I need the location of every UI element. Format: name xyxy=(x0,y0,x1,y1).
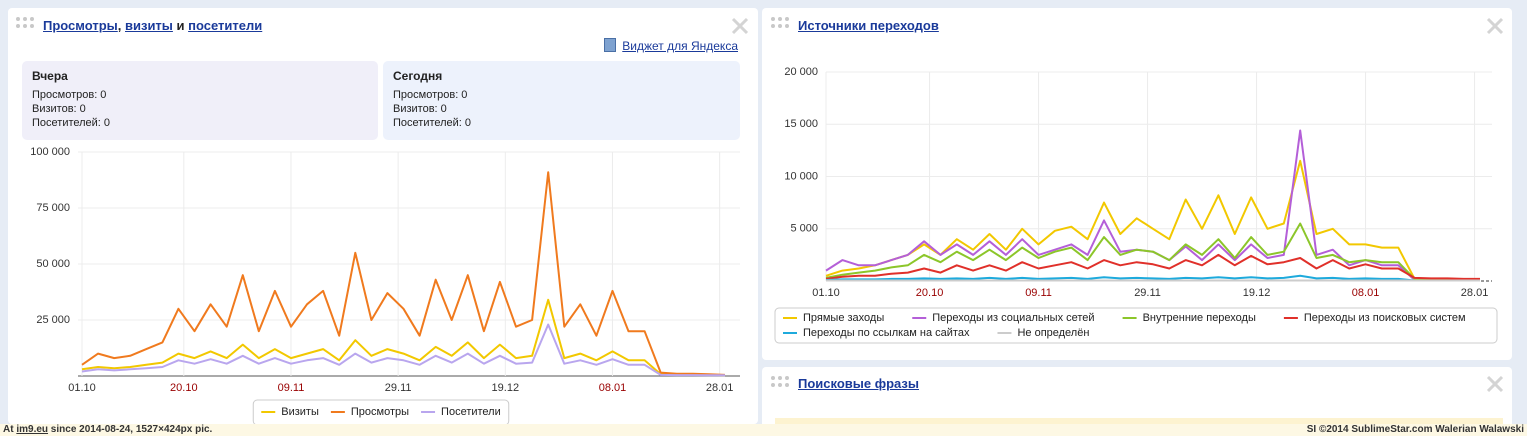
summary-line: Просмотров: 0 xyxy=(32,89,107,101)
title-link[interactable]: Просмотры xyxy=(43,18,118,33)
title-text: и xyxy=(172,18,189,33)
title-link[interactable]: визиты xyxy=(125,18,173,33)
summary-heading: Сегодня xyxy=(393,69,443,83)
y-tick-label: 50 000 xyxy=(36,258,70,270)
y-tick-label: 20 000 xyxy=(784,66,818,78)
summary-yesterday: Вчера Просмотров: 0 Визитов: 0 Посетител… xyxy=(22,61,378,140)
summary-line: Посетителей: 0 xyxy=(32,117,111,129)
x-tick-label: 20.10 xyxy=(916,287,944,299)
widget-link[interactable]: Виджет для Яндекса xyxy=(622,39,738,53)
series-line xyxy=(81,323,725,377)
drag-handles xyxy=(16,17,789,387)
legend-box xyxy=(774,307,1498,344)
y-tick-label: 75 000 xyxy=(36,202,70,214)
legend-label: Прямые заходы xyxy=(803,312,884,324)
x-tick-label: 29.11 xyxy=(385,382,412,394)
y-tick-label: 5 000 xyxy=(790,223,818,235)
x-tick-label: 28.01 xyxy=(706,382,734,394)
footer-right: SI ©2014 SublimeStar.com Walerian Walaws… xyxy=(1306,424,1524,435)
legend-entry: Переходы из поисковых систем xyxy=(1283,312,1466,324)
legend-label: Просмотры xyxy=(351,406,409,418)
summary-line: Визитов: 0 xyxy=(32,103,86,115)
x-tick-label: 01.10 xyxy=(68,382,96,394)
widget-title: Просмотры, визиты и посетители xyxy=(43,18,262,33)
x-tick-label: 01.10 xyxy=(812,287,840,299)
legend-label: Посетители xyxy=(441,406,501,418)
legend-entry: Переходы по ссылкам на сайтах xyxy=(783,327,970,339)
widget-title[interactable]: Поисковые фразы xyxy=(798,376,919,391)
series-line xyxy=(825,274,1480,282)
x-tick-label: 29.11 xyxy=(1134,287,1161,299)
series-line xyxy=(81,171,726,376)
legend-label: Визиты xyxy=(281,406,319,418)
x-tick-label: 08.01 xyxy=(1352,287,1380,299)
x-tick-label: 20.10 xyxy=(170,382,198,394)
x-tick-label: 19.12 xyxy=(1243,287,1271,299)
widget-sources: Источники переходов xyxy=(762,8,1512,360)
series-line xyxy=(81,298,726,377)
title-text: , xyxy=(117,18,125,33)
legend-entry: Просмотры xyxy=(330,406,409,418)
summary-line: Посетителей: 0 xyxy=(393,117,472,129)
footer-link[interactable]: im9.eu xyxy=(16,424,49,435)
series-line xyxy=(825,129,1480,282)
x-tick-label: 19.12 xyxy=(492,382,520,394)
summary-heading: Вчера xyxy=(32,69,68,83)
legend-label: Не определён xyxy=(1017,327,1089,339)
y-tick-label: 100 000 xyxy=(30,146,70,158)
legend-label: Переходы из социальных сетей xyxy=(932,312,1094,324)
x-tick-label: 09.11 xyxy=(1025,287,1052,299)
close-icons[interactable] xyxy=(731,17,1504,393)
footer-left: At im9.eu since 2014-08-24, 1527×424px p… xyxy=(3,424,212,436)
legend: Прямые заходы Переходы из социальных сете… xyxy=(783,312,1466,339)
x-tick-label: 08.01 xyxy=(599,382,627,394)
legend-entry: Прямые заходы xyxy=(783,312,884,324)
footer: At im9.eu since 2014-08-24, 1527×424px p… xyxy=(0,424,1527,436)
series-line xyxy=(825,253,1480,280)
legend-entry: Посетители xyxy=(421,406,501,418)
legend-label: Переходы по ссылкам на сайтах xyxy=(803,327,970,339)
widget-title[interactable]: Источники переходов xyxy=(798,18,939,33)
legend-label: Переходы из поисковых систем xyxy=(1304,312,1466,324)
footer-text: At xyxy=(3,424,17,435)
summary-today: Сегодня Просмотров: 0 Визитов: 0 Посетит… xyxy=(383,61,740,140)
legend-entry: Не определён xyxy=(997,327,1089,339)
title-link[interactable]: посетители xyxy=(188,18,263,33)
legend: Визиты Просмотры Посетители xyxy=(261,406,501,418)
legend-entry: Переходы из социальных сетей xyxy=(912,312,1095,324)
y-tick-label: 25 000 xyxy=(36,314,70,326)
legend-entry: Внутренние переходы xyxy=(1122,312,1256,324)
legend-entry: Визиты xyxy=(261,406,319,418)
x-tick-label: 09.11 xyxy=(278,382,305,394)
y-tick-label: 10 000 xyxy=(784,170,818,182)
x-tick-label: 28.01 xyxy=(1461,287,1489,299)
legend-label: Внутренние переходы xyxy=(1143,312,1256,324)
summary-line: Просмотров: 0 xyxy=(393,89,468,101)
footer-text: since 2014-08-24, 1527×424px pic. xyxy=(48,424,213,435)
series-line xyxy=(825,222,1480,281)
summary-line: Визитов: 0 xyxy=(393,103,447,115)
y-tick-label: 15 000 xyxy=(784,118,818,130)
doc-icon xyxy=(604,38,616,52)
